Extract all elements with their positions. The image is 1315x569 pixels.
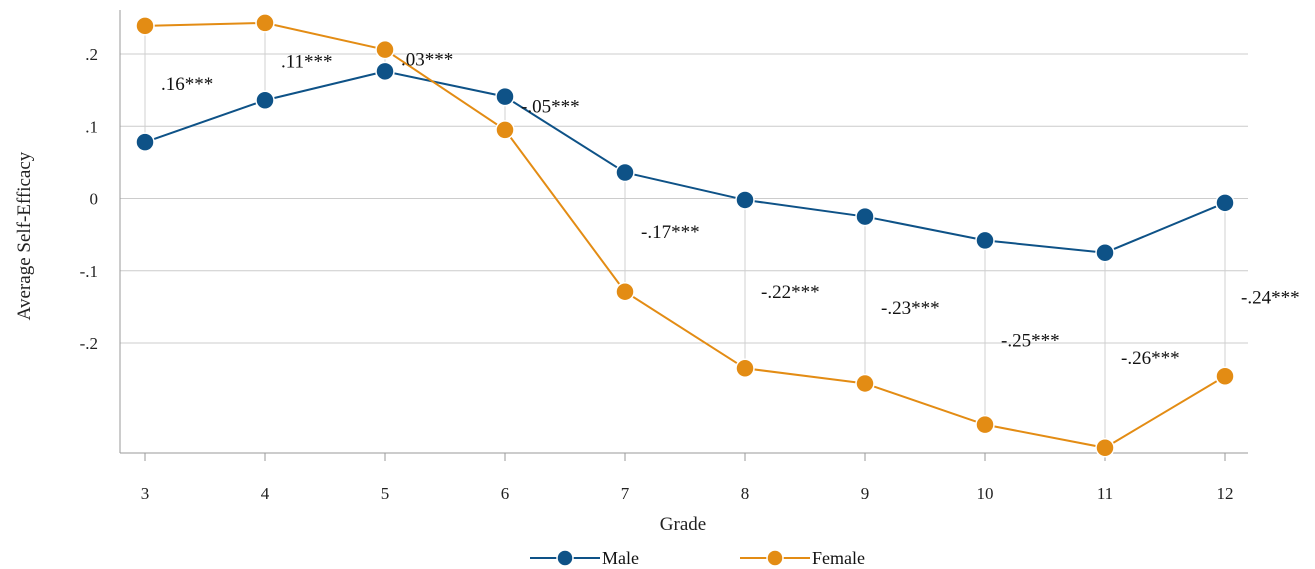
data-point-male (255, 90, 275, 110)
legend-male-marker (556, 549, 574, 567)
series-line-female (144, 21, 1226, 449)
y-tick-label: 0 (90, 190, 99, 209)
series-layer (135, 13, 1235, 458)
annotation-layer: .16*** .11*** .03*** -.05*** -.17*** -.22*** -… (161, 50, 1300, 370)
data-point-male (135, 132, 155, 152)
data-point-female (375, 39, 395, 60)
gap-annotation: -.22*** (761, 282, 820, 303)
legend: Male Female (530, 548, 865, 568)
data-point-male (615, 162, 635, 183)
x-tick-label: 4 (261, 484, 270, 503)
data-point-male (375, 61, 395, 82)
x-tick-label: 10 (977, 484, 994, 503)
data-point-male (1215, 193, 1235, 213)
x-tick-label: 11 (1097, 484, 1113, 503)
gap-annotation: .16*** (161, 74, 213, 95)
data-point-female (495, 120, 515, 140)
y-axis-title: Average Self-Efficacy (14, 151, 35, 320)
y-tick-label: .2 (85, 45, 98, 64)
data-point-female (855, 373, 875, 394)
legend-male-label: Male (602, 548, 639, 568)
data-point-female (1215, 366, 1235, 386)
legend-female-marker (766, 549, 784, 567)
x-tick-label: 6 (501, 484, 510, 503)
drop-line-layer (144, 22, 1226, 448)
data-point-female (615, 281, 635, 302)
x-tick-label: 8 (741, 484, 750, 503)
data-point-male (975, 230, 995, 251)
gap-annotation: -.23*** (881, 298, 940, 319)
gap-annotation: -.25*** (1001, 331, 1060, 352)
tick-label-layer: .2 .1 0 -.1 -.2 3 4 5 6 7 8 9 10 11 12 (80, 45, 1234, 503)
legend-item-female: Female (740, 548, 865, 568)
x-tick-label: 5 (381, 484, 390, 503)
data-point-female (255, 13, 275, 33)
y-tick-label: .1 (85, 117, 98, 136)
data-point-male (1095, 242, 1115, 263)
x-tick-label: 7 (621, 484, 630, 503)
x-axis-title: Grade (660, 514, 706, 535)
gap-annotation: -.17*** (641, 222, 700, 243)
gap-annotation: -.26*** (1121, 348, 1180, 369)
y-tick-label: -.2 (80, 334, 98, 353)
axis-layer (119, 10, 1248, 461)
gap-annotation: -.24*** (1241, 288, 1300, 309)
x-tick-label: 9 (861, 484, 870, 503)
data-point-male (735, 190, 755, 210)
grid-layer (120, 53, 1248, 344)
data-point-female (975, 414, 995, 435)
data-point-male (855, 206, 875, 227)
gap-annotation: .03*** (401, 50, 453, 71)
x-tick-label: 3 (141, 484, 150, 503)
legend-female-label: Female (812, 548, 865, 568)
data-point-male (495, 86, 515, 107)
gap-annotation: -.05*** (521, 97, 580, 118)
y-tick-label: -.1 (80, 262, 98, 281)
data-point-female (135, 16, 155, 36)
gap-annotation: .11*** (281, 52, 333, 73)
data-point-female (1095, 438, 1115, 458)
data-point-female (735, 358, 755, 379)
series-line-male (144, 70, 1226, 254)
x-tick-label: 12 (1217, 484, 1234, 503)
legend-item-male: Male (530, 548, 639, 568)
